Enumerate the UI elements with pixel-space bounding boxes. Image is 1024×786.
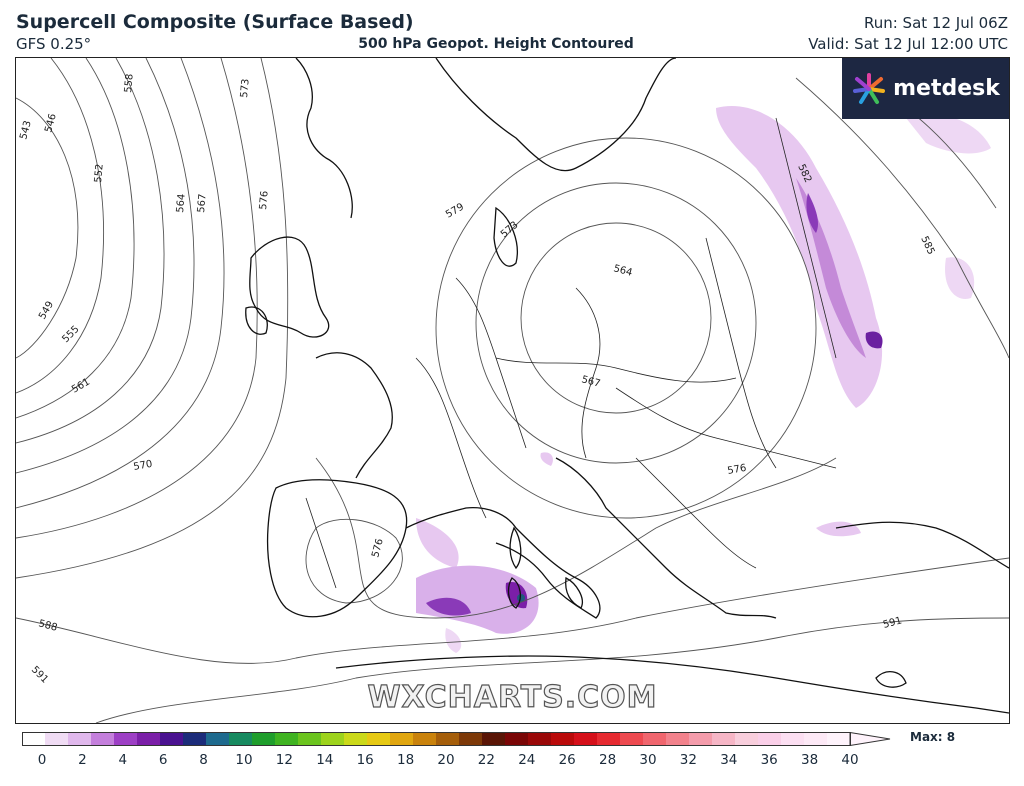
contour-label: 570 [133, 459, 154, 473]
colorbar-tick-label: 24 [518, 752, 536, 768]
colorbar-cell [574, 732, 598, 746]
colorbar-tick-label: 14 [316, 752, 334, 768]
colorbar-cell [160, 732, 184, 746]
colorbar-cell [68, 732, 92, 746]
colorbar-cell [827, 732, 851, 746]
colorbar-tick-label: 4 [118, 752, 128, 768]
contour-label: 543 [18, 119, 34, 140]
colorbar-tick-label: 26 [558, 752, 576, 768]
colorbar-cell [298, 732, 322, 746]
map-panel: 543 546 549 552 555 558 561 564 567 570 … [15, 57, 1010, 724]
contour-label: 588 [37, 618, 58, 634]
colorbar-cell [229, 732, 253, 746]
colorbar-cell [620, 732, 644, 746]
colorbar-cell [275, 732, 299, 746]
colorbar-cell [206, 732, 230, 746]
chart-title: Supercell Composite (Surface Based) [16, 11, 414, 33]
colorbar-tick-label: 0 [37, 752, 47, 768]
colorbar-tick-label: 38 [801, 752, 819, 768]
colorbar-tick-label: 30 [639, 752, 657, 768]
colorbar-cell [344, 732, 368, 746]
colorbar-tick-label: 20 [437, 752, 455, 768]
colorbar-tick-label: 32 [679, 752, 697, 768]
colorbar-cell [505, 732, 529, 746]
colorbar-tick-label: 8 [199, 752, 208, 768]
colorbar-cell [390, 732, 414, 746]
contour-label: 576 [258, 190, 271, 210]
contour-label: 558 [123, 73, 136, 93]
contour-label: 573 [499, 220, 521, 241]
colorbar-cell [528, 732, 552, 746]
colorbar-cell [183, 732, 207, 746]
logo-text: metdesk [893, 76, 1000, 101]
colorbar-cell [689, 732, 713, 746]
contour-label: 573 [239, 78, 252, 98]
colorbar-cell [482, 732, 506, 746]
colorbar-cell [597, 732, 621, 746]
contour-label: 549 [37, 299, 56, 321]
contour-label: 546 [43, 112, 59, 133]
colorbar-tick-label: 2 [78, 752, 87, 768]
model-label: GFS 0.25° [16, 35, 92, 53]
colorbar-cell [643, 732, 667, 746]
metdesk-logo: metdesk [842, 58, 1009, 119]
watermark: WXCHARTS.COM [367, 679, 658, 715]
colorbar-cell [712, 732, 736, 746]
contour-label: 591 [882, 615, 903, 631]
colorbar-cell [781, 732, 805, 746]
colorbar-cell [45, 732, 69, 746]
run-time: Run: Sat 12 Jul 06Z [863, 14, 1008, 32]
contour-label: 564 [175, 193, 188, 213]
contour-label: 576 [370, 537, 386, 558]
colorbar-cell [551, 732, 575, 746]
colorbar-cell [114, 732, 138, 746]
colorbar-cell [252, 732, 276, 746]
contour-label: 555 [60, 324, 81, 345]
colorbar-tick-label: 28 [599, 752, 617, 768]
europe-map: 543 546 549 552 555 558 561 564 567 570 … [16, 58, 1009, 723]
colorbar-tick-label: 34 [720, 752, 738, 768]
contour-label: 579 [444, 202, 466, 221]
colorbar-tick-label: 18 [397, 752, 415, 768]
contour-label: 552 [93, 163, 106, 183]
colorbar-cell [137, 732, 161, 746]
colorbar-cell [804, 732, 828, 746]
colorbar-cell [459, 732, 483, 746]
colorbar-cell [321, 732, 345, 746]
colorbar-tick-label: 40 [841, 752, 859, 768]
contour-label: 576 [727, 463, 748, 477]
colorbar-cell [758, 732, 782, 746]
contour-label: 561 [70, 377, 92, 396]
colorbar-tick-label: 36 [760, 752, 778, 768]
chart-subtitle: 500 hPa Geopot. Height Contoured [358, 36, 634, 52]
contour-label: 585 [918, 235, 936, 257]
colorbar-cell [367, 732, 391, 746]
valid-time: Valid: Sat 12 Jul 12:00 UTC [808, 35, 1008, 53]
contour-label: 564 [612, 263, 633, 279]
colorbar-tick-label: 22 [477, 752, 495, 768]
contour-label: 567 [580, 374, 601, 390]
colorbar-cell [735, 732, 759, 746]
colorbar-cell [413, 732, 437, 746]
coastlines [245, 58, 1009, 714]
country-borders [305, 117, 837, 589]
colorbar-tick-label: 12 [275, 752, 293, 768]
colorbar-tick-label: 6 [158, 752, 168, 768]
colorbar-tick-label: 16 [356, 752, 374, 768]
colorbar-cell [436, 732, 460, 746]
colorbar-tick-label: 10 [235, 752, 253, 768]
max-label: Max: 8 [910, 730, 956, 744]
metdesk-burst-icon [853, 72, 886, 104]
scp-shading [416, 106, 991, 653]
colorbar-ticks: 0 2 4 6 8 10 12 14 16 18 20 22 24 26 28 30 32 34 36 38 40 [22, 748, 892, 773]
contour-label: 567 [196, 193, 209, 213]
colorbar-cell [91, 732, 115, 746]
colorbar-cell [22, 732, 46, 746]
colorbar [22, 732, 891, 746]
colorbar-cell [666, 732, 690, 746]
